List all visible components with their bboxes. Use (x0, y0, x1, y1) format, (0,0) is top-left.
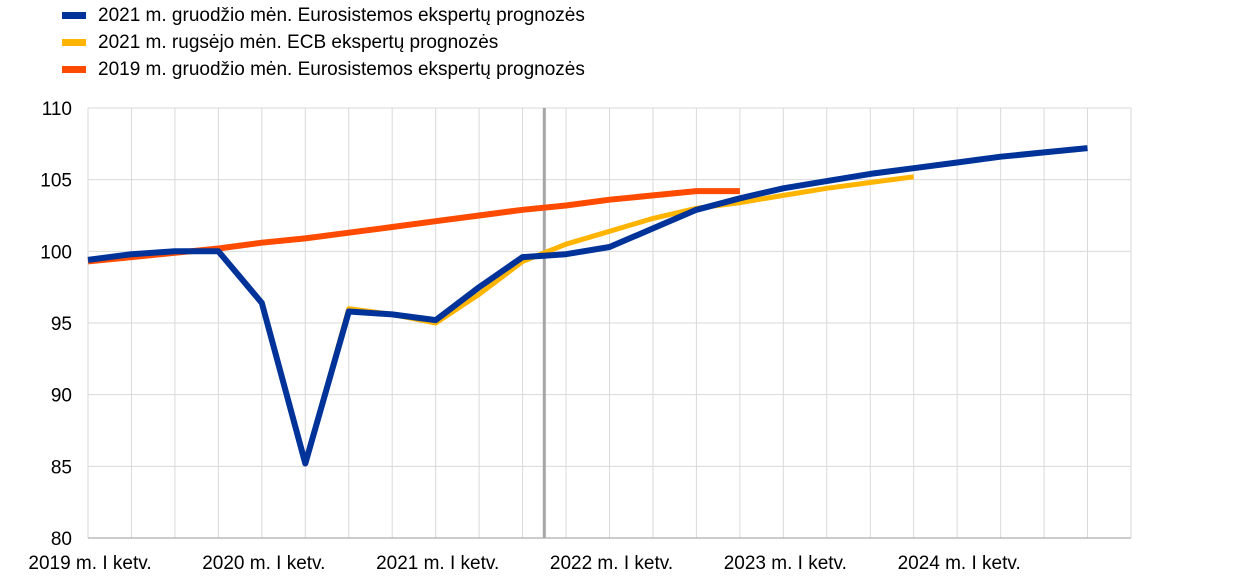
y-tick-label: 105 (40, 171, 72, 192)
legend-label-dec-2019: 2019 m. gruodžio mėn. Eurosistemos ekspe… (98, 58, 585, 80)
x-tick-label: 2019 m. I ketv. (28, 553, 151, 574)
legend-swatch-dec-2019 (62, 66, 86, 73)
y-tick-label: 80 (51, 529, 72, 550)
legend-item-sep-2021: 2021 m. rugsėjo mėn. ECB ekspertų progno… (62, 29, 585, 56)
y-tick-label: 90 (51, 386, 72, 407)
legend-item-dec-2019: 2019 m. gruodžio mėn. Eurosistemos ekspe… (62, 56, 585, 83)
x-tick-label: 2023 m. I ketv. (724, 553, 847, 574)
legend-label-dec-2021: 2021 m. gruodžio mėn. Eurosistemos ekspe… (98, 4, 585, 26)
series-line-0 (87, 145, 1088, 467)
series-line-1 (87, 174, 915, 466)
x-tick-label: 2022 m. I ketv. (550, 553, 673, 574)
x-tick-label: 2021 m. I ketv. (376, 553, 499, 574)
x-tick-label: 2020 m. I ketv. (202, 553, 325, 574)
legend-label-sep-2021: 2021 m. rugsėjo mėn. ECB ekspertų progno… (98, 31, 499, 53)
y-tick-label: 95 (51, 314, 72, 335)
y-tick-label: 85 (51, 457, 72, 478)
legend-swatch-dec-2021 (62, 12, 86, 19)
legend: 2021 m. gruodžio mėn. Eurosistemos ekspe… (62, 2, 585, 83)
y-tick-label: 110 (42, 99, 72, 120)
x-tick-label: 2024 m. I ketv. (898, 553, 1021, 574)
y-tick-label: 100 (40, 242, 72, 263)
legend-swatch-sep-2021 (62, 39, 86, 46)
legend-item-dec-2021: 2021 m. gruodžio mėn. Eurosistemos ekspe… (62, 2, 585, 29)
